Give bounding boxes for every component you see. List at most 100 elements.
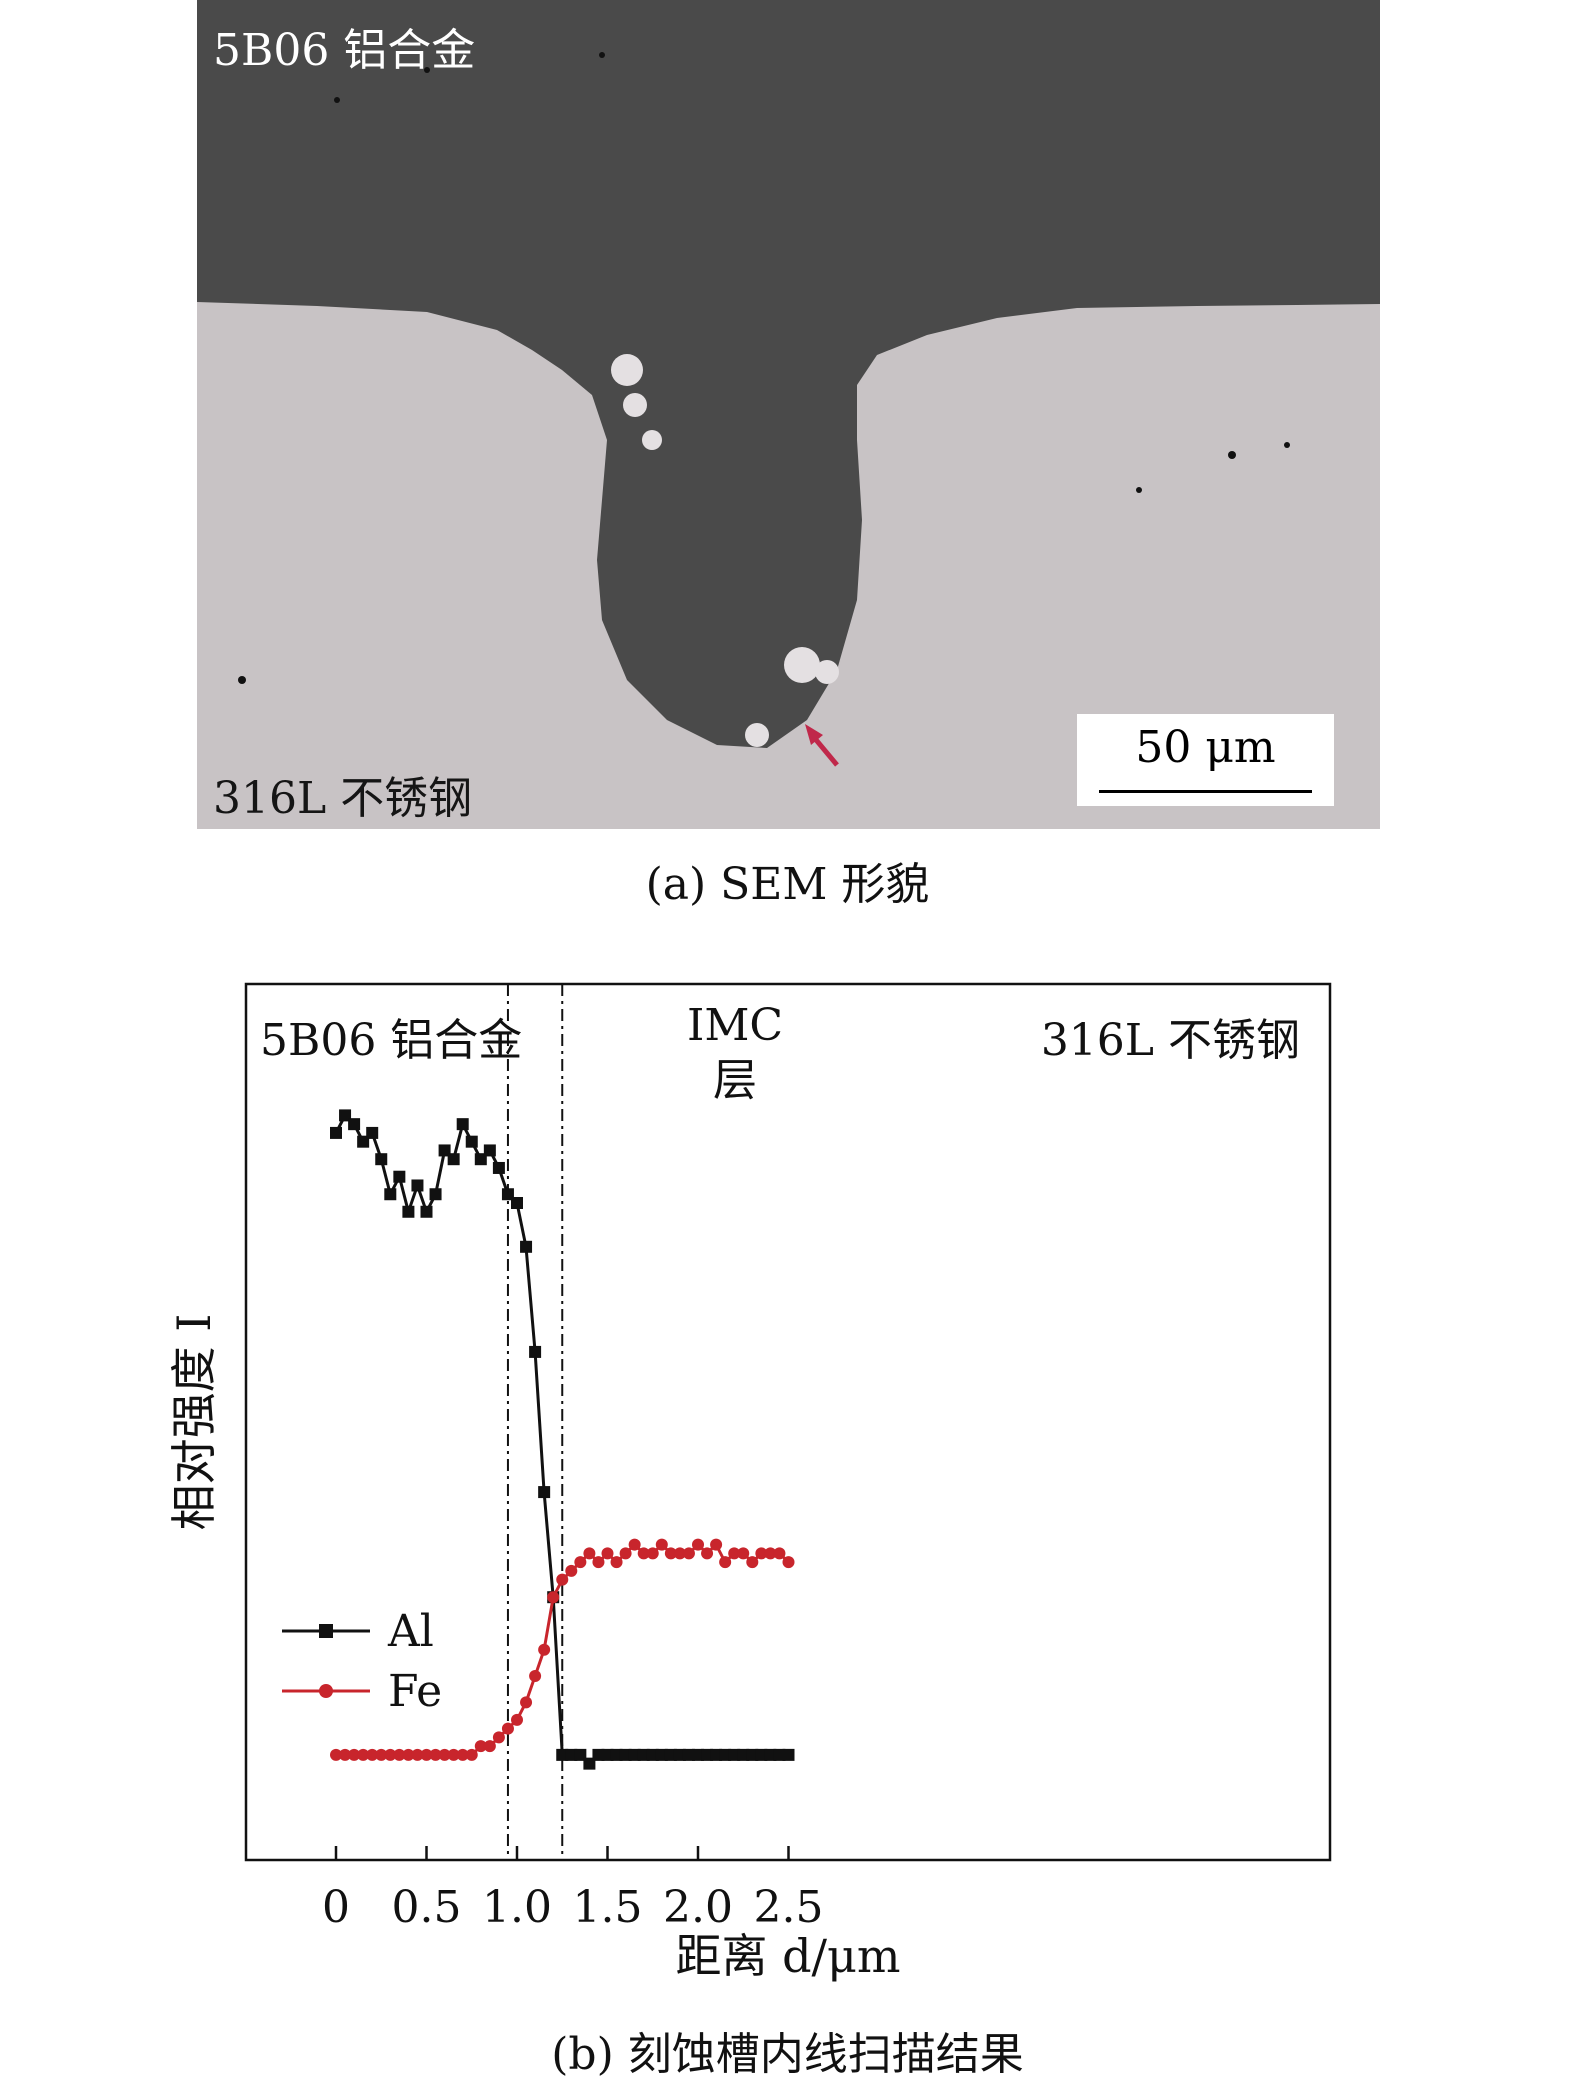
- y-axis-title: 相对强度 I: [167, 1314, 221, 1531]
- data-point-al: [673, 1748, 686, 1761]
- data-point-fe: [592, 1556, 605, 1569]
- series-al: [330, 1109, 795, 1770]
- data-point-al: [529, 1345, 542, 1358]
- scale-bar-box: 50 μm: [1077, 714, 1334, 806]
- imc-particles: [611, 354, 839, 747]
- legend-item-al: Al: [282, 1606, 434, 1657]
- data-point-fe: [556, 1573, 569, 1586]
- data-point-fe: [728, 1547, 741, 1560]
- data-point-al: [755, 1748, 768, 1761]
- data-point-fe: [773, 1547, 786, 1560]
- data-point-al: [420, 1205, 433, 1218]
- data-point-fe: [710, 1538, 723, 1551]
- legend: Al Fe: [282, 1606, 442, 1717]
- data-point-al: [456, 1118, 469, 1131]
- steel-label: 316L 不锈钢: [213, 773, 473, 824]
- data-point-fe: [646, 1547, 659, 1560]
- imc-particle: [623, 393, 647, 417]
- data-point-al: [393, 1170, 406, 1183]
- data-point-al: [773, 1748, 786, 1761]
- data-point-al: [592, 1748, 605, 1761]
- data-point-al: [692, 1748, 704, 1761]
- x-tick-label: 1.5: [573, 1882, 643, 1933]
- data-point-al: [384, 1188, 397, 1201]
- x-axis-title: 距离 d/μm: [675, 1929, 900, 1983]
- data-point-al: [402, 1205, 415, 1218]
- data-point-al: [737, 1748, 750, 1761]
- data-point-fe: [420, 1748, 433, 1761]
- data-point-fe: [429, 1748, 442, 1761]
- x-axis-ticks: 0 0.5 1.0 1.5 2.0 2.5: [322, 1846, 823, 1933]
- x-tick-label: 2.5: [754, 1882, 824, 1933]
- plot-frame: [244, 982, 1332, 1862]
- data-point-fe: [492, 1731, 505, 1744]
- data-point-fe: [673, 1547, 686, 1560]
- data-point-fe: [565, 1564, 578, 1577]
- pores: [238, 52, 1290, 684]
- data-point-fe: [583, 1547, 596, 1560]
- data-point-al: [348, 1118, 361, 1131]
- data-point-fe: [348, 1748, 361, 1761]
- data-point-fe: [501, 1722, 514, 1735]
- data-point-fe: [330, 1748, 342, 1761]
- data-point-fe: [782, 1556, 795, 1569]
- data-point-al: [710, 1748, 723, 1761]
- data-point-al: [538, 1486, 551, 1499]
- aluminum-label: 5B06 铝合金: [213, 25, 476, 76]
- data-point-al: [583, 1757, 596, 1770]
- scale-bar: [1099, 790, 1312, 793]
- data-point-al: [411, 1179, 424, 1192]
- legend-item-fe: Fe: [282, 1666, 442, 1717]
- data-point-al: [574, 1748, 587, 1761]
- data-point-fe: [746, 1556, 759, 1569]
- data-point-al: [375, 1153, 388, 1166]
- region-label-imc: IMC: [687, 1000, 783, 1051]
- data-point-fe: [574, 1556, 587, 1569]
- data-point-al: [447, 1153, 460, 1166]
- data-point-al: [474, 1153, 487, 1166]
- data-point-al: [782, 1748, 795, 1761]
- data-point-fe: [701, 1547, 714, 1560]
- data-point-fe: [601, 1547, 614, 1560]
- data-point-fe: [438, 1748, 451, 1761]
- imc-particle: [745, 723, 769, 747]
- data-point-fe: [682, 1547, 695, 1560]
- data-point-fe: [483, 1740, 496, 1753]
- data-point-fe: [637, 1547, 650, 1560]
- line-scan-chart: 0 0.5 1.0 1.5 2.0 2.5 5B06 铝合金 IMC 层 316L 不锈钢…: [167, 982, 1332, 1983]
- data-point-al: [330, 1126, 342, 1139]
- data-point-fe: [619, 1547, 632, 1560]
- data-point-al: [520, 1240, 533, 1253]
- data-point-al: [646, 1748, 659, 1761]
- steel-region: [197, 302, 1380, 829]
- data-point-al: [357, 1135, 370, 1148]
- pore: [1228, 451, 1236, 459]
- data-point-al: [492, 1161, 505, 1174]
- data-point-fe: [719, 1556, 732, 1569]
- data-point-al: [556, 1748, 569, 1761]
- caption-a: (a) SEM 形貌: [645, 859, 930, 910]
- caption-b: (b) 刻蚀槽内线扫描结果: [551, 2029, 1024, 2080]
- data-point-al: [701, 1748, 714, 1761]
- data-point-fe: [465, 1748, 478, 1761]
- data-point-al: [682, 1748, 695, 1761]
- data-point-al: [746, 1748, 759, 1761]
- data-point-al: [628, 1748, 641, 1761]
- x-tick-label: 1.0: [482, 1882, 552, 1933]
- data-point-fe: [393, 1748, 406, 1761]
- data-point-fe: [456, 1748, 469, 1761]
- data-point-fe: [375, 1748, 388, 1761]
- data-point-al: [655, 1748, 668, 1761]
- series-layer: [330, 1109, 795, 1770]
- imc-particle: [815, 660, 839, 684]
- legend-label-fe: Fe: [388, 1666, 442, 1717]
- data-point-fe: [547, 1591, 560, 1604]
- data-point-fe: [529, 1670, 542, 1683]
- data-point-al: [483, 1144, 496, 1157]
- data-point-fe: [402, 1748, 415, 1761]
- data-point-fe: [520, 1696, 533, 1709]
- data-point-al: [366, 1126, 379, 1139]
- arrow-icon: [805, 724, 839, 767]
- data-point-al: [601, 1748, 614, 1761]
- data-point-fe: [610, 1556, 623, 1569]
